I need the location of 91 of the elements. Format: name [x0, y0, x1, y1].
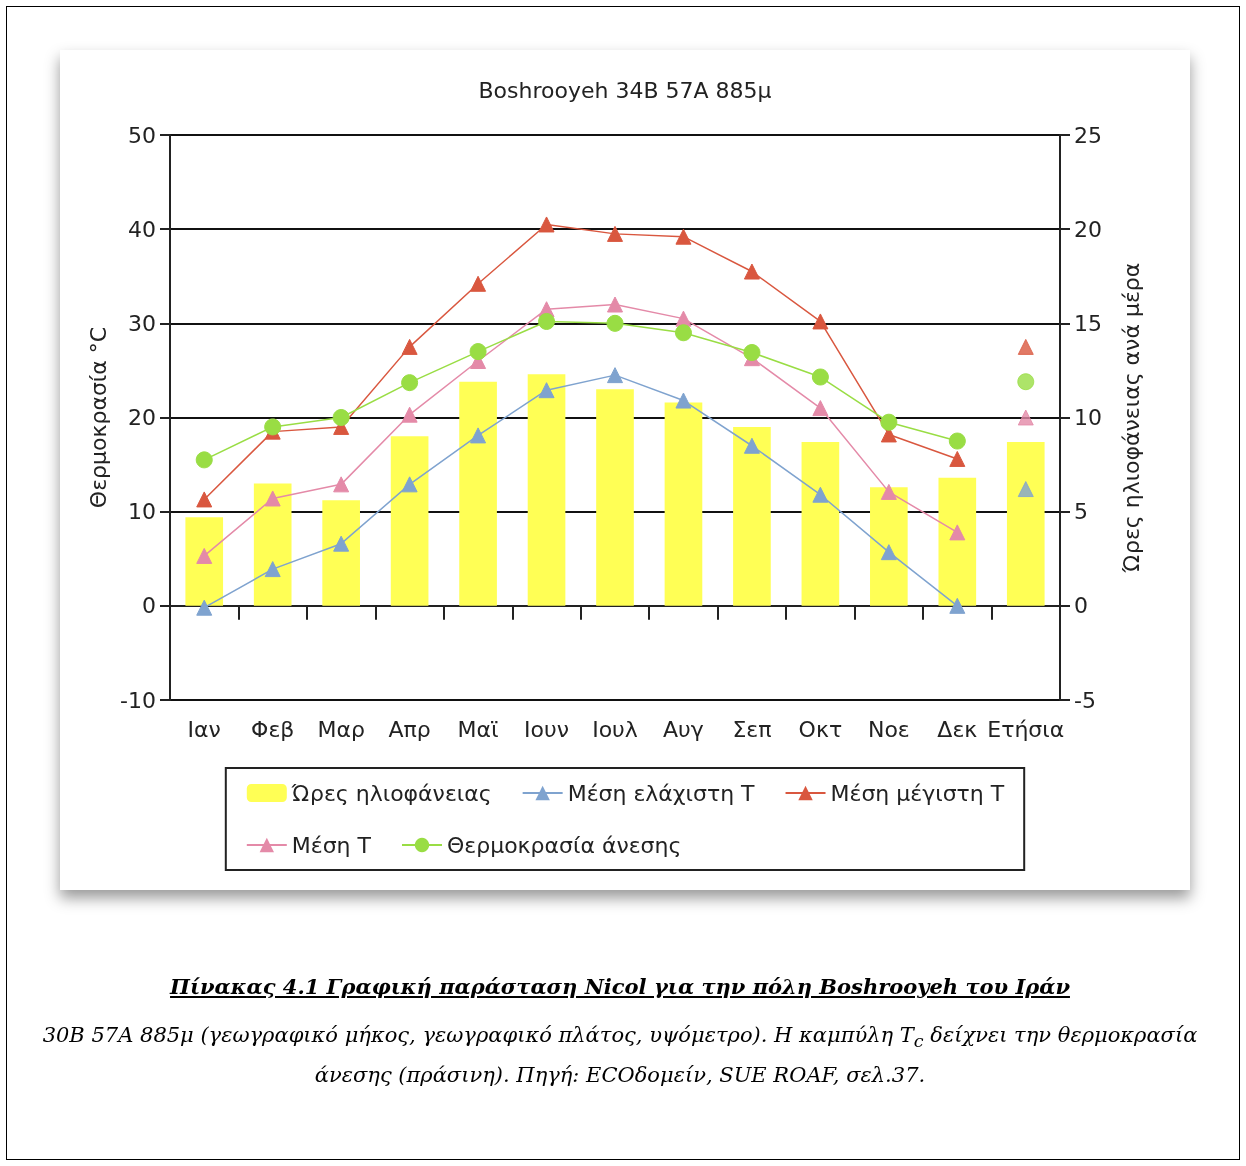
point	[607, 296, 623, 313]
y2-tick-label: 25	[1074, 122, 1102, 148]
point	[333, 476, 350, 493]
y-tick-label: 10	[128, 499, 156, 525]
point	[743, 344, 761, 362]
point	[264, 561, 281, 578]
text: Πίνακας 4.1 Γραφική παράσταση Nicol για την πόλη Boshrooyeh του Ιράν	[168, 973, 1071, 1001]
x-tick-label: Ιουλ	[592, 716, 638, 742]
point	[948, 432, 966, 450]
y2-tick-label: 10	[1074, 405, 1102, 430]
point	[607, 367, 623, 384]
x-tick-label: Απρ	[388, 716, 431, 742]
point	[401, 476, 418, 493]
point	[812, 313, 829, 330]
point	[675, 228, 692, 245]
chart-title: Boshrooyeh 34Β 57Α 885μ	[478, 77, 772, 103]
point	[333, 535, 350, 552]
text: 30Β 57Α 885μ (γεωγραφικό μήκος, γεωγραφικό πλάτος, υψόμετρο). Η καμπύλη T$_{c}$ δείχνει την θερμοκρασία άνεσης (πράσινη). Πηγή: ECOδομείν, SUE ROAF, σελ.37.	[41, 1022, 1199, 1090]
x-tick-label: Μαρ	[317, 716, 365, 742]
point	[332, 409, 350, 426]
y-tick-label: -10	[120, 687, 156, 713]
point	[812, 486, 829, 503]
bar	[185, 517, 224, 606]
point	[470, 275, 487, 292]
bar	[527, 374, 566, 606]
bar	[870, 487, 908, 606]
point	[264, 490, 281, 507]
y-tick-label: 30	[128, 310, 156, 336]
x-tick-label: Φεβ	[251, 716, 295, 742]
point	[949, 524, 966, 541]
x-tick-label: Ιουν	[524, 716, 570, 742]
point	[949, 597, 966, 614]
point	[675, 392, 692, 409]
bar	[664, 402, 703, 606]
x-tick-label: Ετήσια	[987, 716, 1065, 742]
y-tick-label: 20	[128, 405, 156, 430]
point	[880, 413, 898, 431]
y-axis-title: Θερμοκρασία °C	[85, 326, 111, 509]
y-tick-label: 40	[128, 216, 156, 242]
legend-label: Ώρες ηλιοφάνειας	[290, 780, 492, 806]
point	[880, 544, 897, 561]
x-tick-label: Οκτ	[798, 716, 843, 742]
bar	[938, 477, 977, 606]
point	[195, 451, 213, 469]
x-tick-label: Ιαν	[187, 716, 221, 742]
bar	[1006, 441, 1045, 606]
y-tick-label: 0	[142, 593, 156, 619]
point	[607, 225, 623, 242]
point	[743, 437, 760, 454]
y2-tick-label: 5	[1074, 499, 1088, 525]
legend-label: Μέση μέγιστη Τ	[830, 780, 1005, 806]
point	[538, 382, 555, 399]
point	[606, 314, 624, 332]
point	[674, 324, 692, 342]
point	[196, 547, 213, 564]
point	[538, 312, 556, 330]
x-tick-label: Αυγ	[663, 716, 704, 742]
bar	[596, 389, 634, 606]
bar	[253, 483, 292, 606]
point	[401, 338, 418, 355]
y2-tick-label: -5	[1074, 687, 1096, 713]
point	[812, 400, 829, 417]
bar	[322, 500, 360, 606]
bar	[390, 436, 429, 606]
legend-label: Θερμοκρασία άνεσης	[446, 832, 682, 858]
x-tick-label: Σεπ	[732, 716, 772, 742]
point	[470, 427, 487, 444]
y2-tick-label: 15	[1074, 310, 1102, 336]
y2-axis-title: Ώρες ηλιοφάνειας ανά μέρα	[1118, 262, 1144, 574]
y-tick-label: 50	[128, 122, 156, 148]
y2-tick-label: 0	[1074, 593, 1088, 619]
point	[880, 483, 897, 500]
x-tick-label: Μαϊ	[457, 716, 499, 742]
bar	[801, 441, 840, 606]
bar	[459, 381, 497, 606]
point	[469, 343, 487, 361]
point	[949, 450, 966, 467]
legend-label: Μέση Τ	[291, 832, 372, 858]
point	[264, 418, 282, 436]
point	[743, 263, 760, 280]
point	[196, 491, 213, 508]
y2-tick-label: 20	[1074, 216, 1102, 242]
bar	[733, 426, 771, 606]
point	[538, 216, 555, 233]
x-tick-label: Νοε	[867, 716, 910, 742]
x-tick-label: Δεκ	[937, 716, 978, 742]
legend-label: Μέση ελάχιστη Τ	[567, 780, 756, 806]
point	[401, 406, 418, 423]
point	[811, 368, 829, 386]
point	[401, 374, 419, 392]
point	[196, 599, 213, 616]
